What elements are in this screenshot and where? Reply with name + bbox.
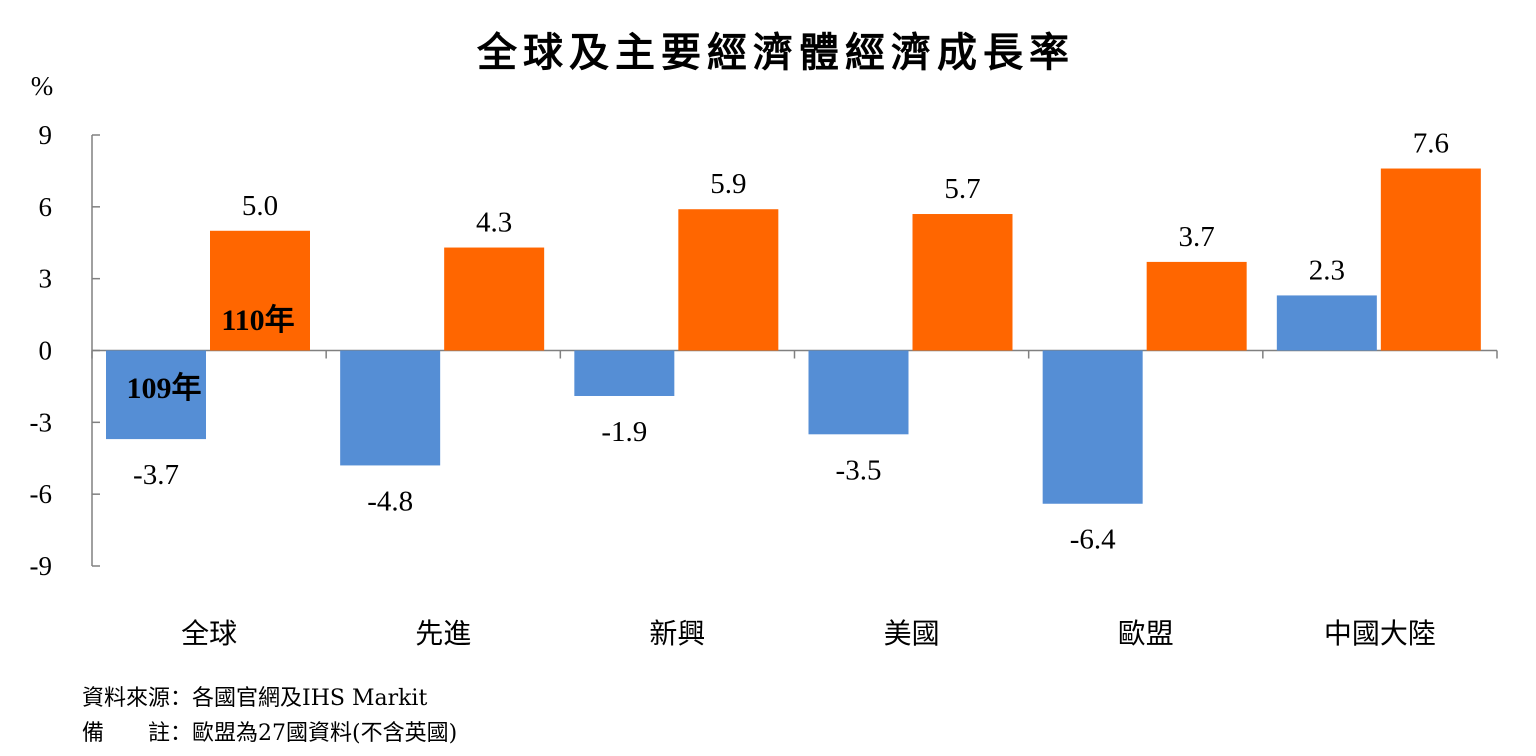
bar-y110-cat-3 xyxy=(912,214,1013,351)
y-tick-label: 9 xyxy=(39,120,53,150)
y-tick-label: 3 xyxy=(39,264,53,294)
value-label: -1.9 xyxy=(601,416,647,448)
y-axis-tick-labels: 9 6 3 0 -3 -6 -9 xyxy=(30,120,53,581)
category-label: 全球 xyxy=(181,617,237,650)
category-label: 歐盟 xyxy=(1118,617,1174,650)
category-label: 新興 xyxy=(649,617,705,650)
source-note: 資料來源：各國官網及IHS Markit xyxy=(82,686,428,711)
series-labels: 109年 110年 xyxy=(127,304,295,405)
value-label: -6.4 xyxy=(1070,524,1116,556)
y-tick-label: -6 xyxy=(30,479,53,509)
y-tick-label: 0 xyxy=(39,336,53,366)
category-label: 中國大陸 xyxy=(1324,617,1436,650)
value-label: -4.8 xyxy=(367,485,413,517)
category-label: 美國 xyxy=(884,617,940,650)
y-tick-label: -3 xyxy=(30,407,53,437)
bar-y109-cat-5 xyxy=(1276,295,1377,351)
y-axis-unit-label: % xyxy=(31,71,54,101)
bar-y109-cat-0 xyxy=(106,350,206,440)
value-label: 5.0 xyxy=(242,190,278,222)
axes xyxy=(91,134,1498,567)
series-label-110: 110年 xyxy=(221,304,294,337)
bar-y110-cat-4 xyxy=(1146,261,1247,351)
bar-y110-cat-2 xyxy=(678,209,779,351)
category-labels: 全球 先進 新興 美國 歐盟 中國大陸 xyxy=(181,617,1436,650)
bar-y110-cat-0 xyxy=(210,230,310,351)
y-tick-label: -9 xyxy=(30,551,53,581)
bar-y109-cat-4 xyxy=(1042,350,1143,504)
value-label: -3.7 xyxy=(133,459,179,491)
series-label-109: 109年 xyxy=(127,372,202,405)
bar-y109-cat-1 xyxy=(340,350,441,466)
remark-note: 備 註：歐盟為27國資料(不含英國) xyxy=(82,721,458,746)
bar-y110-cat-5 xyxy=(1380,168,1481,351)
value-label: 2.3 xyxy=(1309,254,1345,286)
value-label: 3.7 xyxy=(1179,221,1215,253)
value-labels: -3.7 5.0 -4.8 4.3 -1.9 5.9 -3.5 5.7 -6.4 3.7 2.3 7.… xyxy=(133,128,1449,556)
bar-y109-cat-3 xyxy=(808,350,909,435)
y-tick-label: 6 xyxy=(39,192,53,222)
value-label: 5.7 xyxy=(944,173,980,205)
bars xyxy=(106,168,1481,504)
value-label: -3.5 xyxy=(836,454,882,486)
bar-y110-cat-1 xyxy=(444,247,545,351)
bar-y109-cat-2 xyxy=(574,350,675,396)
value-label: 5.9 xyxy=(710,168,746,200)
chart-title: 全球及主要經濟體經濟成長率 xyxy=(476,29,1075,76)
value-label: 4.3 xyxy=(476,207,512,239)
value-label: 7.6 xyxy=(1413,128,1449,160)
category-label: 先進 xyxy=(415,617,471,650)
